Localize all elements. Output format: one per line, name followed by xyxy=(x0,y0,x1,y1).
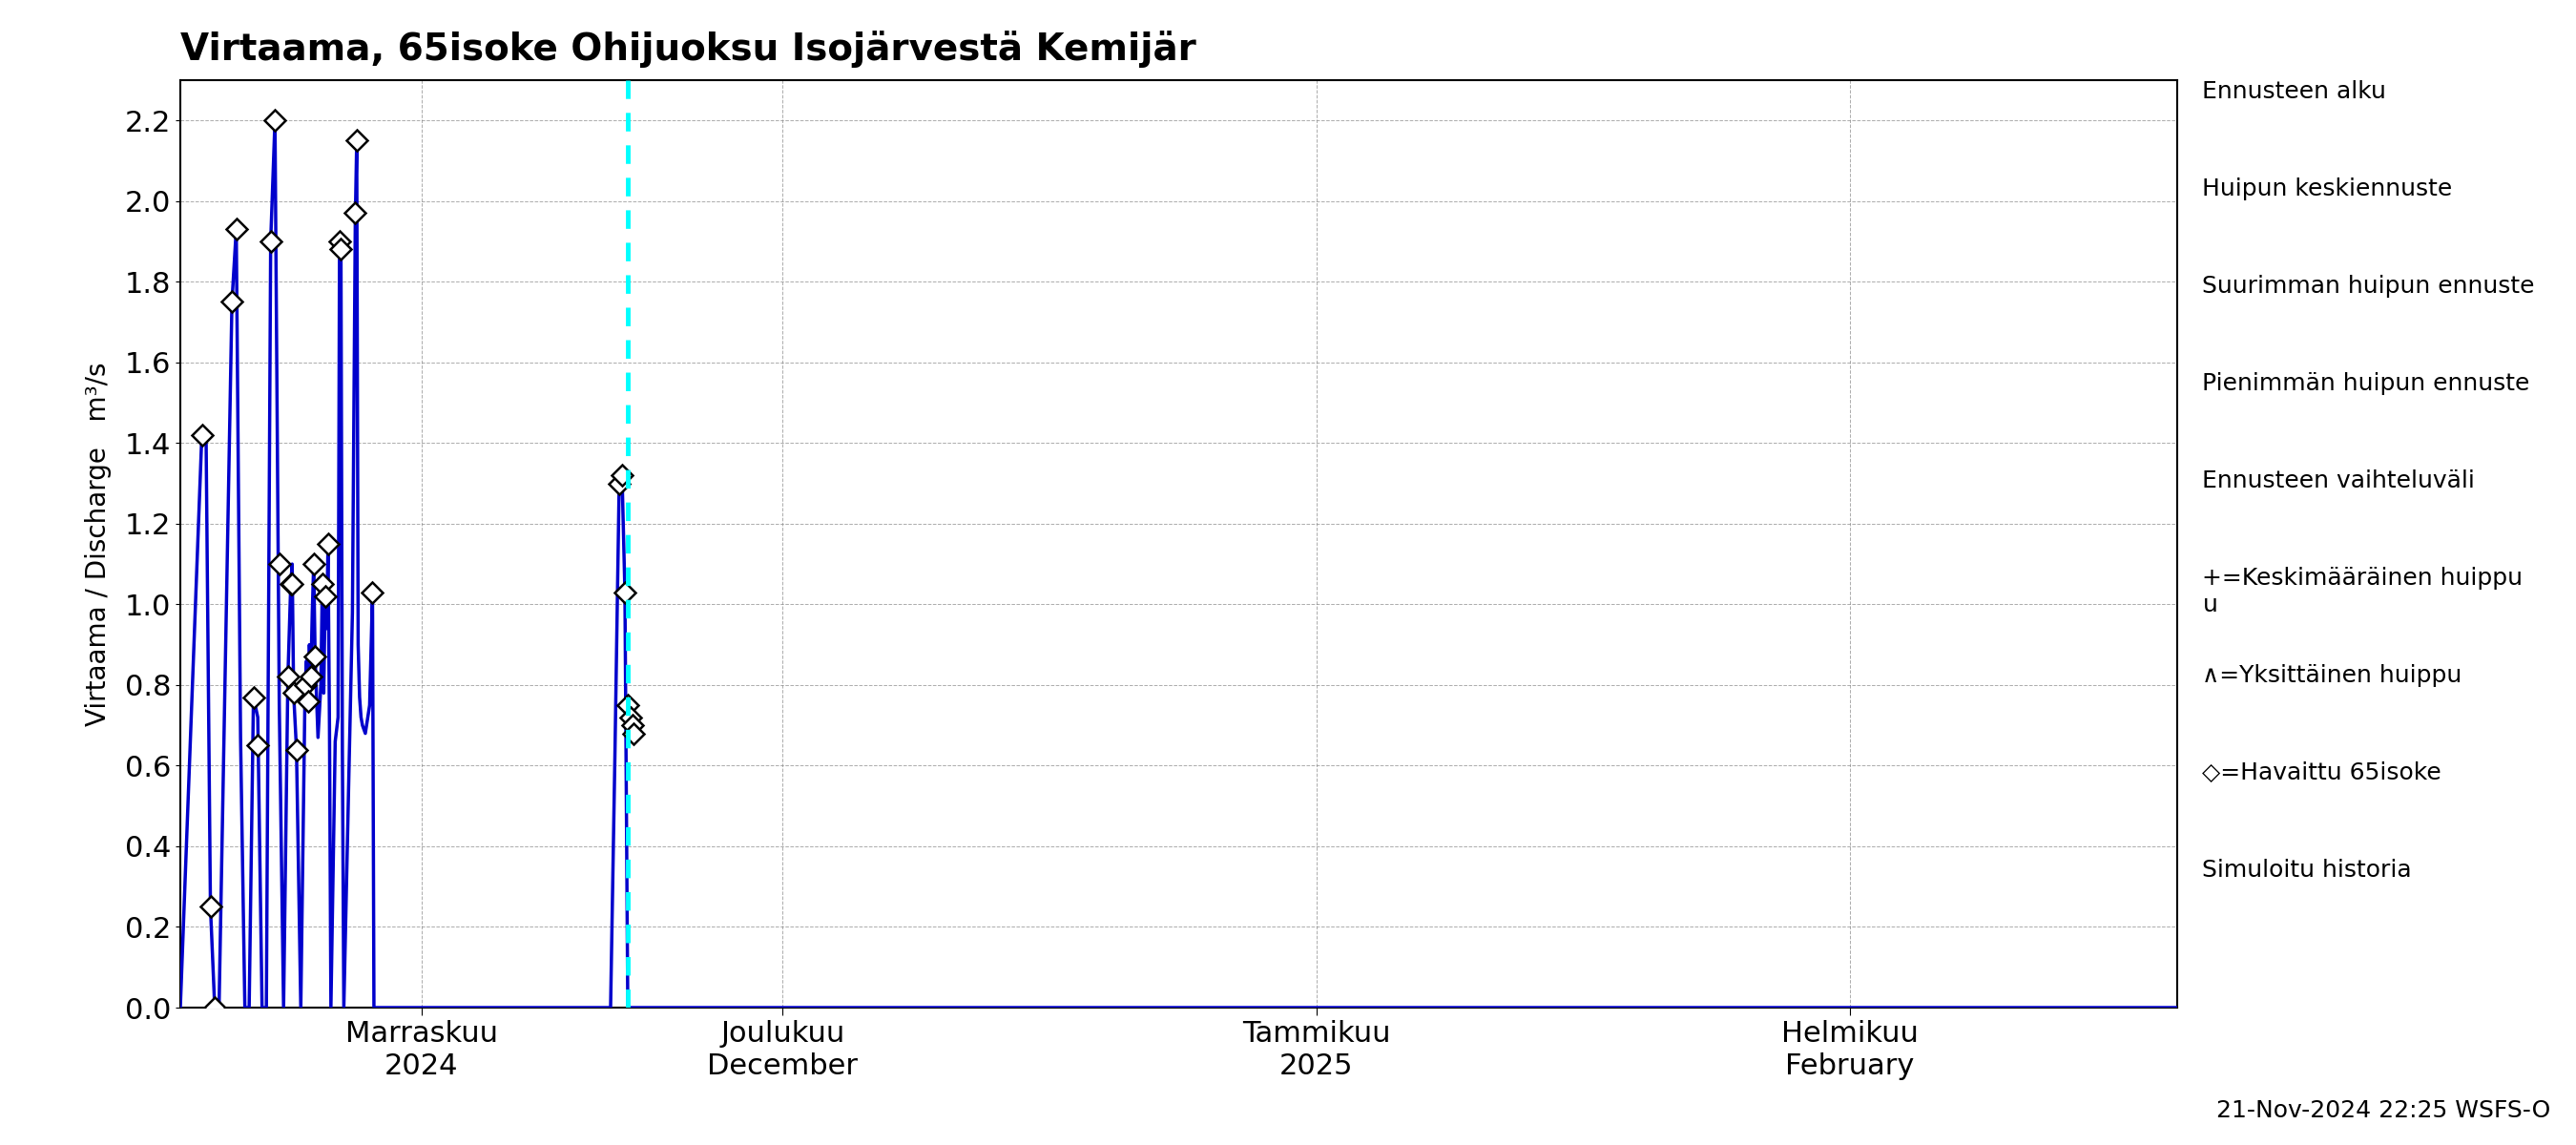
Text: Ennusteen vaihteluväli: Ennusteen vaihteluväli xyxy=(2202,469,2476,492)
Text: Virtaama, 65isoke Ohijuoksu Isojärvestä Kemijär: Virtaama, 65isoke Ohijuoksu Isojärvestä … xyxy=(180,31,1195,68)
Text: ◇=Havaittu 65isoke: ◇=Havaittu 65isoke xyxy=(2202,761,2442,784)
Text: Simuloitu historia: Simuloitu historia xyxy=(2202,859,2411,882)
Text: Pienimmän huipun ennuste: Pienimmän huipun ennuste xyxy=(2202,372,2530,395)
Text: ∧=Yksittäinen huippu: ∧=Yksittäinen huippu xyxy=(2202,664,2463,687)
Text: Ennusteen alku: Ennusteen alku xyxy=(2202,80,2385,103)
Text: Suurimman huipun ennuste: Suurimman huipun ennuste xyxy=(2202,275,2535,298)
Text: +=Keskimääräinen huippu
u: +=Keskimääräinen huippu u xyxy=(2202,567,2522,616)
Text: Huipun keskiennuste: Huipun keskiennuste xyxy=(2202,177,2452,200)
Y-axis label: Virtaama / Discharge   m³/s: Virtaama / Discharge m³/s xyxy=(85,362,111,726)
Text: 21-Nov-2024 22:25 WSFS-O: 21-Nov-2024 22:25 WSFS-O xyxy=(2215,1099,2550,1122)
